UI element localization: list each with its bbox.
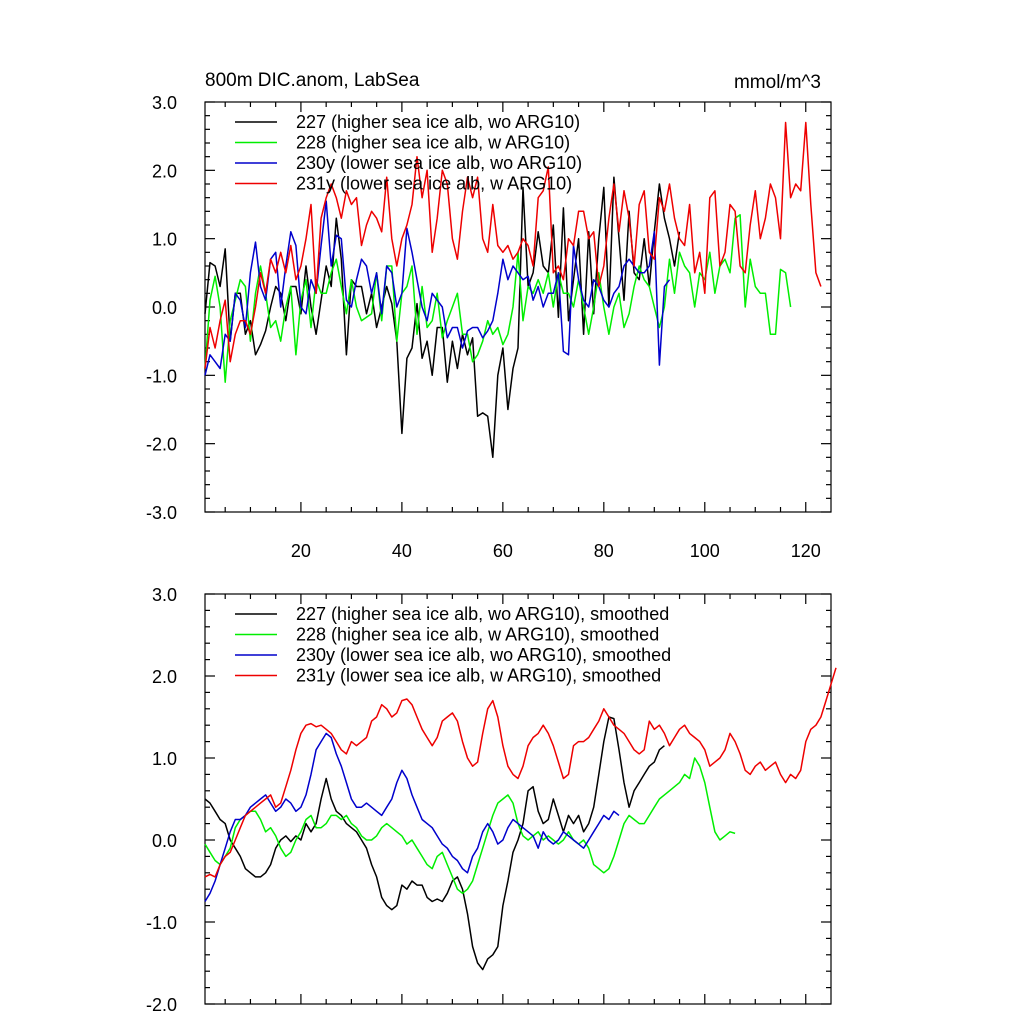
series-line-0 xyxy=(204,716,665,971)
series-line-3 xyxy=(204,667,837,878)
y-tick-label: 0.0 xyxy=(152,298,177,318)
bottom-panel: -2.0 -1.0 0.0 1.0 2.0 3.0 227 (higher sea ice … xyxy=(146,585,837,1015)
x-tick-label: 100 xyxy=(690,541,720,561)
y-tick-label: -1.0 xyxy=(146,913,177,933)
y-tick-label: 1.0 xyxy=(152,230,177,250)
x-tick-label: 40 xyxy=(392,541,412,561)
top-panel: -3.0 -2.0 -1.0 0.0 1.0 2.0 3.0 20 40 60 80 100 120 80… xyxy=(146,70,832,561)
y-tick-label: 3.0 xyxy=(152,93,177,113)
y-tick-label: -1.0 xyxy=(146,366,177,386)
series-line-2 xyxy=(204,200,671,376)
series-line-1 xyxy=(204,214,792,383)
legend-entry: 230y (lower sea ice alb, wo ARG10), smoo… xyxy=(296,645,671,665)
y-tick-label: 3.0 xyxy=(152,585,177,605)
legend-entry: 228 (higher sea ice alb, w ARG10), smoot… xyxy=(296,625,659,645)
y-tick-label: 1.0 xyxy=(152,749,177,769)
series-line-3 xyxy=(204,121,822,369)
legend-entry: 231y (lower sea ice alb, w ARG10), smoot… xyxy=(296,666,661,686)
legend-entry: 227 (higher sea ice alb, wo ARG10) xyxy=(296,112,580,132)
y-tick-label: 2.0 xyxy=(152,161,177,181)
y-tick-label: 2.0 xyxy=(152,667,177,687)
x-tick-label: 60 xyxy=(493,541,513,561)
x-tick-label: 120 xyxy=(791,541,821,561)
x-tick-label: 20 xyxy=(291,541,311,561)
y-tick-label: -2.0 xyxy=(146,435,177,455)
chart-title: 800m DIC.anom, LabSea xyxy=(205,70,420,91)
legend-entry: 230y (lower sea ice alb, wo ARG10) xyxy=(296,153,582,173)
y-tick-label: -3.0 xyxy=(146,503,177,523)
x-tick-label: 80 xyxy=(594,541,614,561)
series-line-0 xyxy=(204,176,681,459)
series-line-2 xyxy=(204,732,620,902)
legend-entry: 228 (higher sea ice alb, w ARG10) xyxy=(296,133,570,153)
series-line-1 xyxy=(204,757,736,895)
legend-entry: 231y (lower sea ice alb, w ARG10) xyxy=(296,174,572,194)
legend-entry: 227 (higher sea ice alb, wo ARG10), smoo… xyxy=(296,604,669,624)
units-label: mmol/m^3 xyxy=(734,72,821,93)
y-tick-label: -2.0 xyxy=(146,995,177,1015)
y-tick-label: 0.0 xyxy=(152,831,177,851)
